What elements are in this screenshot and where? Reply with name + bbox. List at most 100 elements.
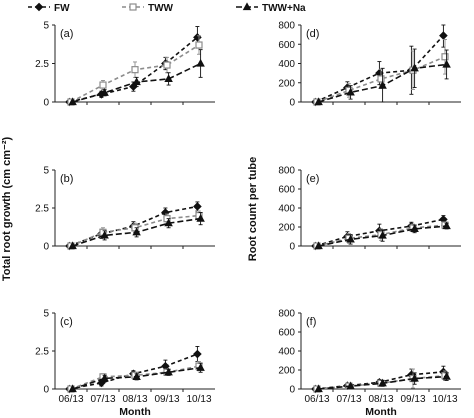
data-point-TWW+Na	[68, 241, 77, 250]
right-shared-y-axis-label: Root count per tube	[247, 157, 259, 262]
data-point-TWW+Na	[68, 384, 77, 393]
data-point-TWW+Na	[442, 221, 451, 230]
panel-c: 0 2.5 5 06/13 07/13 08/13 09/13 10/13 Month (c)	[35, 309, 215, 418]
panel-label: (d)	[306, 28, 319, 40]
y-tick-label: 5	[43, 166, 49, 177]
panel-f: 0 200 400 600 800 06/13 07/13 08/13 09/13 10/13 Mo…	[278, 309, 461, 418]
panel-label: (c)	[60, 316, 73, 328]
panel-label: (e)	[306, 173, 319, 185]
x-tick-label: 08/13	[122, 394, 147, 405]
data-point-TWW+Na	[132, 77, 141, 86]
y-tick-label: 0	[289, 242, 295, 253]
data-point-TWW	[99, 81, 107, 89]
y-tick-label: 0	[289, 98, 295, 109]
legend-marker-TWW+Na	[242, 2, 252, 11]
data-point-TWW+Na	[100, 373, 109, 382]
data-point-TWW+Na	[410, 63, 419, 72]
data-point-TWW+Na	[164, 367, 173, 376]
x-axis-label: Month	[365, 406, 397, 418]
data-point-TWW+Na	[442, 372, 451, 380]
series-TWW	[67, 210, 203, 250]
series-TWW+Na	[68, 49, 205, 106]
panel-e: 0 200 400 600 800 (e)	[278, 166, 461, 253]
series-line-TWW	[316, 56, 446, 103]
series-TWW	[313, 38, 449, 106]
x-tick-label: 06/13	[304, 394, 329, 405]
data-point-TWW+Na	[132, 227, 141, 236]
x-tick-label: 10/13	[186, 394, 211, 405]
panel-b: 0 2.5 5 (b)	[35, 166, 215, 253]
data-point-TWW+Na	[314, 384, 323, 393]
legend-label-TWW: TWW	[148, 3, 174, 14]
y-tick-label: 400	[278, 204, 295, 215]
data-point-TWW+Na	[442, 59, 451, 68]
data-point-TWW+Na	[100, 88, 109, 96]
panel-label: (a)	[60, 28, 73, 40]
series-TWW+Na	[314, 372, 451, 393]
panel-label: (f)	[306, 316, 316, 328]
data-point-TWW+Na	[410, 373, 419, 382]
legend-marker-FW	[34, 2, 44, 12]
data-point-TWW	[377, 75, 385, 83]
y-tick-label: 200	[278, 366, 295, 377]
y-tick-label: 0	[43, 98, 49, 109]
data-point-TWW+Na	[346, 234, 355, 243]
data-point-TWW+Na	[378, 230, 387, 239]
data-point-TWW+Na	[378, 378, 387, 387]
y-tick-label: 0	[43, 385, 49, 396]
y-tick-label: 2.5	[35, 204, 49, 215]
data-point-TWW+Na	[196, 363, 205, 371]
x-tick-label: 08/13	[368, 394, 393, 405]
x-axis-label: Month	[119, 406, 151, 418]
y-tick-label: 200	[278, 78, 295, 89]
y-tick-label: 5	[43, 309, 49, 320]
data-point-FW	[193, 202, 202, 211]
legend-label-TWW+Na: TWW+Na	[262, 3, 306, 14]
y-tick-label: 800	[278, 309, 295, 320]
y-tick-label: 0	[289, 385, 295, 396]
x-tick-label: 09/13	[400, 394, 425, 405]
data-point-TWW+Na	[68, 97, 77, 106]
y-tick-label: 400	[278, 59, 295, 70]
series-TWW+Na	[314, 48, 451, 106]
y-tick-label: 2.5	[35, 347, 49, 358]
data-point-TWW+Na	[314, 97, 323, 106]
x-tick-label: 07/13	[90, 394, 115, 405]
series-TWW+Na	[68, 362, 205, 393]
panel-label: (b)	[60, 173, 73, 185]
data-point-TWW+Na	[196, 214, 205, 222]
y-tick-label: 600	[278, 40, 295, 51]
panel-a: 0 2.5 5 (a)	[35, 21, 215, 109]
data-point-TWW+Na	[378, 80, 387, 89]
data-point-TWW	[131, 66, 139, 74]
series-line-TWW	[70, 214, 200, 247]
y-tick-label: 800	[278, 166, 295, 177]
series-TWW+Na	[314, 221, 451, 250]
data-point-TWW+Na	[132, 372, 141, 380]
series-TWW+Na	[68, 212, 205, 250]
data-point-TWW+Na	[100, 230, 109, 239]
left-shared-y-axis-label: Total root growth (cm cm⁻²)	[1, 137, 13, 282]
y-tick-label: 0	[43, 242, 49, 253]
panels: 0 2.5 5 (a) 0 200 400 600 800 (d) 0 2.5 5 (b) 0 200 400 6…	[35, 21, 461, 418]
legend-label-FW: FW	[54, 3, 70, 14]
y-tick-label: 600	[278, 185, 295, 196]
x-tick-label: 06/13	[58, 394, 83, 405]
x-tick-label: 10/13	[432, 394, 457, 405]
data-point-TWW+Na	[164, 218, 173, 227]
data-point-TWW+Na	[314, 241, 323, 250]
y-tick-label: 600	[278, 328, 295, 339]
data-point-TWW+Na	[410, 224, 419, 232]
data-point-FW	[193, 349, 202, 359]
data-point-TWW+Na	[346, 381, 355, 390]
data-point-TWW	[195, 41, 203, 49]
data-point-TWW	[163, 61, 171, 69]
legend: FW TWW TWW+Na	[28, 2, 306, 14]
data-point-TWW+Na	[196, 58, 205, 67]
data-point-TWW+Na	[164, 74, 173, 82]
data-point-FW	[439, 31, 448, 40]
panel-d: 0 200 400 600 800 (d)	[278, 21, 461, 109]
y-tick-label: 200	[278, 223, 295, 234]
y-tick-label: 5	[43, 21, 49, 32]
